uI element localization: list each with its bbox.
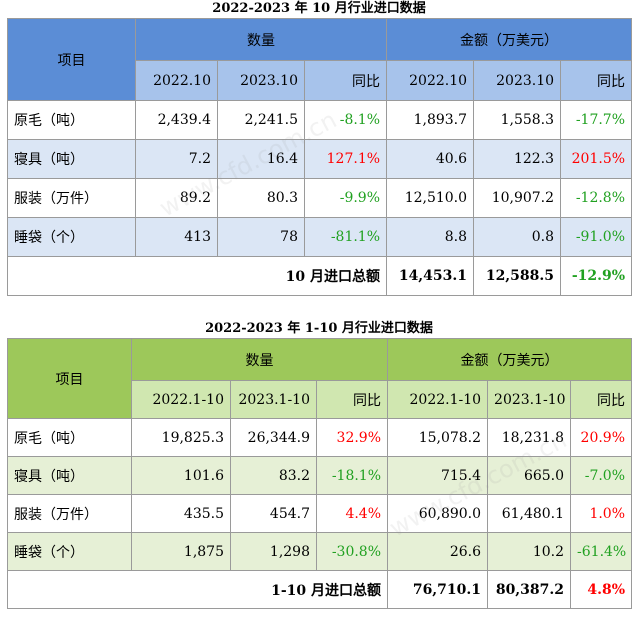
cell: 10,907.2 [473, 178, 562, 218]
row-label: 寝具（吨） [7, 139, 136, 179]
sub-header: 同比 [560, 60, 633, 101]
total-label: 10 月进口总额 [6, 256, 388, 296]
cell: 1.0% [570, 494, 633, 533]
total-cell: 4.8% [570, 570, 633, 609]
cell: 60,890.0 [387, 494, 489, 533]
amt-header: 金额（万美元） [387, 338, 633, 381]
cell: 89.2 [135, 178, 218, 218]
cell: 127.1% [303, 139, 388, 179]
cell: 19,825.3 [131, 418, 231, 457]
table1-title: 2022-2023 年 10 月行业进口数据 [212, 1, 426, 16]
item-header: 项目 [7, 18, 136, 101]
cell: -8.1% [303, 100, 388, 140]
table1-section: 2022-2023 年 10 月行业进口数据 项目 数量 金额（万美元） 202… [6, 0, 633, 296]
cell: 16.4 [217, 139, 305, 179]
table2-title: 2022-2023 年 1-10 月行业进口数据 [205, 321, 433, 336]
cell: 1,875 [131, 532, 231, 571]
cell: 83.2 [230, 456, 317, 495]
row-label: 睡袋（个） [7, 532, 132, 571]
qty-header: 数量 [130, 338, 389, 381]
row-label: 原毛（吨） [7, 418, 132, 457]
cell: -17.7% [560, 100, 633, 140]
table-row: 服装（万件） 435.5 454.7 4.4% 60,890.0 61,480.… [7, 494, 633, 533]
cell: 20.9% [570, 418, 633, 457]
total-row: 10 月进口总额 14,453.1 12,588.5 -12.9% [6, 256, 633, 296]
total-cell: 80,387.2 [487, 570, 572, 609]
cell: 32.9% [315, 418, 389, 457]
sub-header: 2023.1-10 [487, 380, 572, 419]
cell: 201.5% [560, 139, 633, 179]
cell: 40.6 [386, 139, 475, 179]
total-cell: 12,588.5 [473, 256, 562, 296]
table-row: 原毛（吨） 19,825.3 26,344.9 32.9% 15,078.2 1… [7, 418, 633, 457]
sub-header: 同比 [303, 60, 388, 101]
table2: 项目 数量 金额（万美元） 2022.1-10 2023.1-10 同比 202… [6, 338, 633, 609]
table-row: 睡袋（个） 413 78 -81.1% 8.8 0.8 -91.0% [7, 217, 633, 257]
sub-header: 2023.1-10 [230, 380, 317, 419]
cell: 1,298 [230, 532, 317, 571]
sub-header: 2023.10 [473, 60, 562, 101]
cell: 7.2 [135, 139, 218, 179]
cell: -91.0% [560, 217, 633, 257]
cell: 435.5 [131, 494, 231, 533]
cell: -61.4% [570, 532, 633, 571]
cell: 715.4 [387, 456, 489, 495]
cell: -81.1% [303, 217, 388, 257]
sub-header: 2023.10 [217, 60, 305, 101]
cell: -9.9% [303, 178, 388, 218]
cell: -30.8% [315, 532, 389, 571]
total-label: 1-10 月进口总额 [6, 570, 389, 609]
table-row: 睡袋（个） 1,875 1,298 -30.8% 26.6 10.2 -61.4… [7, 532, 633, 571]
cell: -12.8% [560, 178, 633, 218]
cell: 26,344.9 [230, 418, 317, 457]
cell: 1,893.7 [386, 100, 475, 140]
cell: 2,241.5 [217, 100, 305, 140]
row-label: 服装（万件） [7, 494, 132, 533]
cell: 78 [217, 217, 305, 257]
total-cell: -12.9% [560, 256, 633, 296]
cell: 665.0 [487, 456, 572, 495]
cell: 80.3 [217, 178, 305, 218]
qty-header: 数量 [134, 18, 388, 61]
cell: 1,558.3 [473, 100, 562, 140]
cell: -18.1% [315, 456, 389, 495]
sub-header: 同比 [570, 380, 633, 419]
table2-section: 2022-2023 年 1-10 月行业进口数据 项目 数量 金额（万美元） 2… [6, 320, 633, 609]
amt-header: 金额（万美元） [386, 18, 633, 61]
total-cell: 76,710.1 [387, 570, 489, 609]
row-label: 原毛（吨） [7, 100, 136, 140]
sub-header: 2022.1-10 [131, 380, 231, 419]
cell: -7.0% [570, 456, 633, 495]
table-row: 原毛（吨） 2,439.4 2,241.5 -8.1% 1,893.7 1,55… [7, 100, 633, 140]
cell: 8.8 [386, 217, 475, 257]
row-label: 寝具（吨） [7, 456, 132, 495]
cell: 18,231.8 [487, 418, 572, 457]
sub-header: 同比 [315, 380, 389, 419]
cell: 0.8 [473, 217, 562, 257]
cell: 454.7 [230, 494, 317, 533]
table1: 项目 数量 金额（万美元） 2022.10 2023.10 同比 2022.10… [6, 18, 633, 296]
cell: 122.3 [473, 139, 562, 179]
cell: 12,510.0 [386, 178, 475, 218]
total-cell: 14,453.1 [386, 256, 475, 296]
cell: 61,480.1 [487, 494, 572, 533]
table-row: 寝具（吨） 101.6 83.2 -18.1% 715.4 665.0 -7.0… [7, 456, 633, 495]
table-row: 寝具（吨） 7.2 16.4 127.1% 40.6 122.3 201.5% [7, 139, 633, 179]
cell: 26.6 [387, 532, 489, 571]
cell: 101.6 [131, 456, 231, 495]
cell: 413 [135, 217, 218, 257]
total-row: 1-10 月进口总额 76,710.1 80,387.2 4.8% [6, 570, 633, 609]
row-label: 服装（万件） [7, 178, 136, 218]
item-header: 项目 [7, 338, 132, 419]
table-row: 服装（万件） 89.2 80.3 -9.9% 12,510.0 10,907.2… [7, 178, 633, 218]
sub-header: 2022.10 [135, 60, 218, 101]
cell: 15,078.2 [387, 418, 489, 457]
row-label: 睡袋（个） [7, 217, 136, 257]
cell: 2,439.4 [135, 100, 218, 140]
sub-header: 2022.10 [386, 60, 475, 101]
sub-header: 2022.1-10 [387, 380, 489, 419]
cell: 10.2 [487, 532, 572, 571]
cell: 4.4% [315, 494, 389, 533]
